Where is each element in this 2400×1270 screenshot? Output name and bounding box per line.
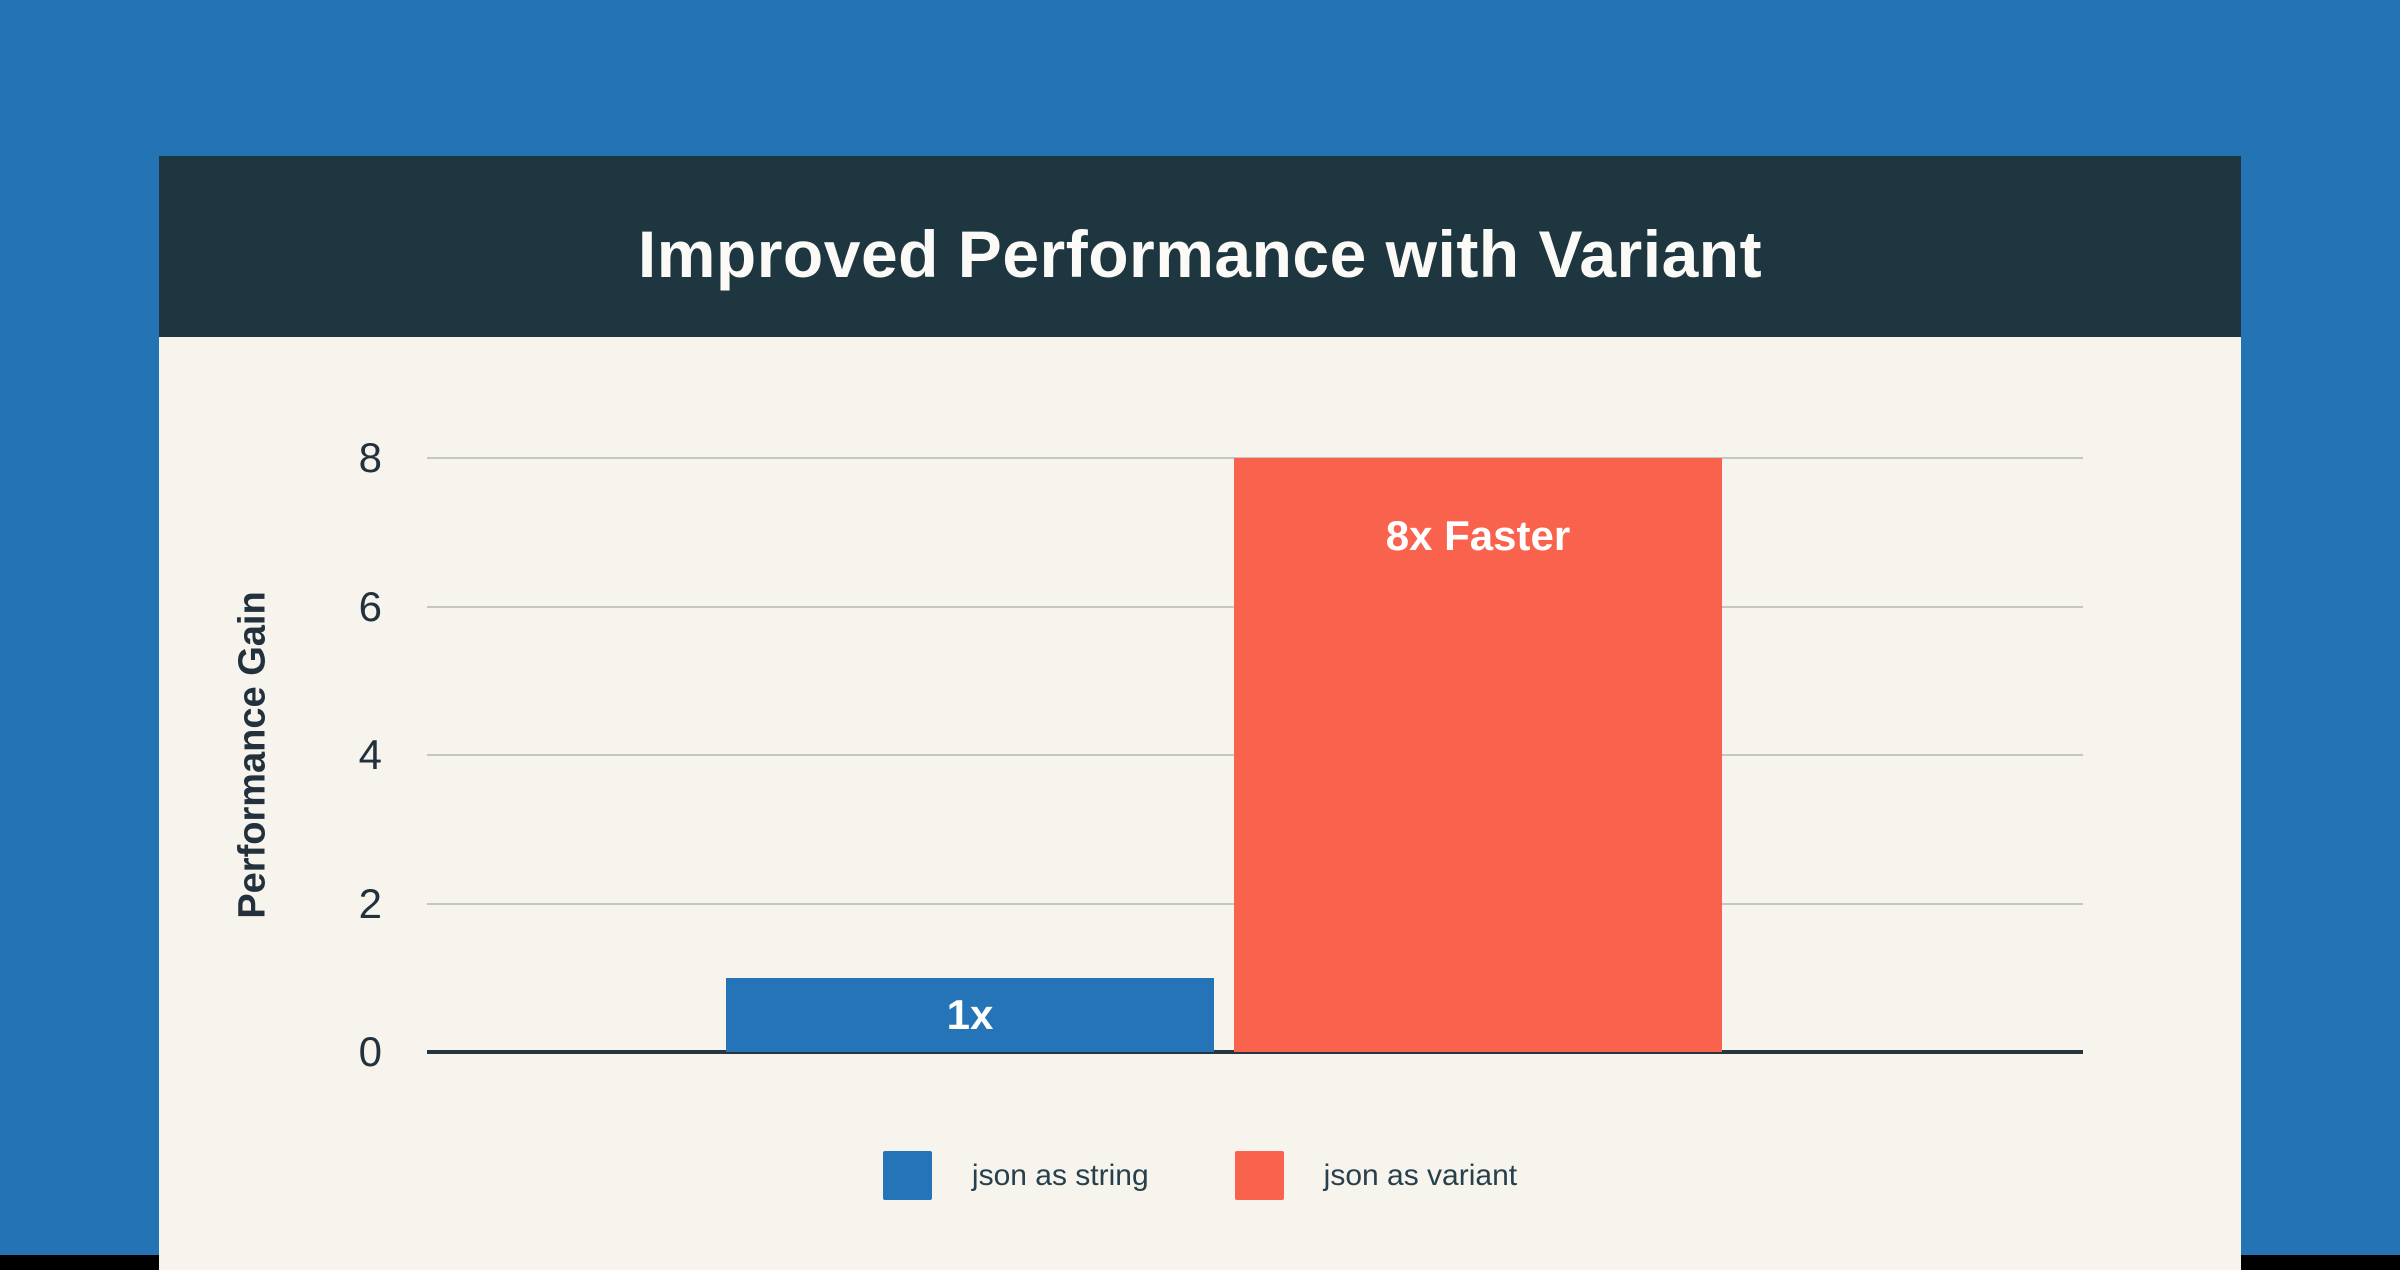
legend: json as string json as variant: [159, 1151, 2241, 1200]
chart-card: Improved Performance with Variant Perfor…: [159, 156, 2241, 1270]
bar-json-as-string: 1x: [726, 977, 1214, 1052]
legend-label: json as string: [971, 1158, 1149, 1192]
y-tick-6: 6: [358, 582, 382, 630]
bar-label-json-as-string: 1x: [946, 990, 994, 1038]
legend-item-json-as-string: json as string: [882, 1151, 1149, 1200]
y-tick-0: 0: [358, 1028, 382, 1075]
plot-area: 0 2 4 6 8 1x 8x Faster: [159, 156, 2241, 1270]
card-header: Improved Performance with Variant: [159, 156, 2241, 337]
bar-label-json-as-variant: 8x Faster: [1385, 512, 1571, 559]
bar-json-as-variant: 8x Faster: [1234, 458, 1722, 1052]
legend-swatch: [882, 1151, 932, 1200]
legend-item-json-as-variant: json as variant: [1234, 1151, 1518, 1200]
y-tick-4: 4: [358, 731, 382, 778]
y-tick-2: 2: [358, 879, 382, 927]
x-axis-line: [427, 1050, 2083, 1054]
legend-swatch: [1234, 1151, 1284, 1200]
legend-label: json as variant: [1323, 1158, 1518, 1192]
chart-title: Improved Performance with Variant: [637, 216, 1763, 291]
y-tick-8: 8: [358, 434, 382, 481]
